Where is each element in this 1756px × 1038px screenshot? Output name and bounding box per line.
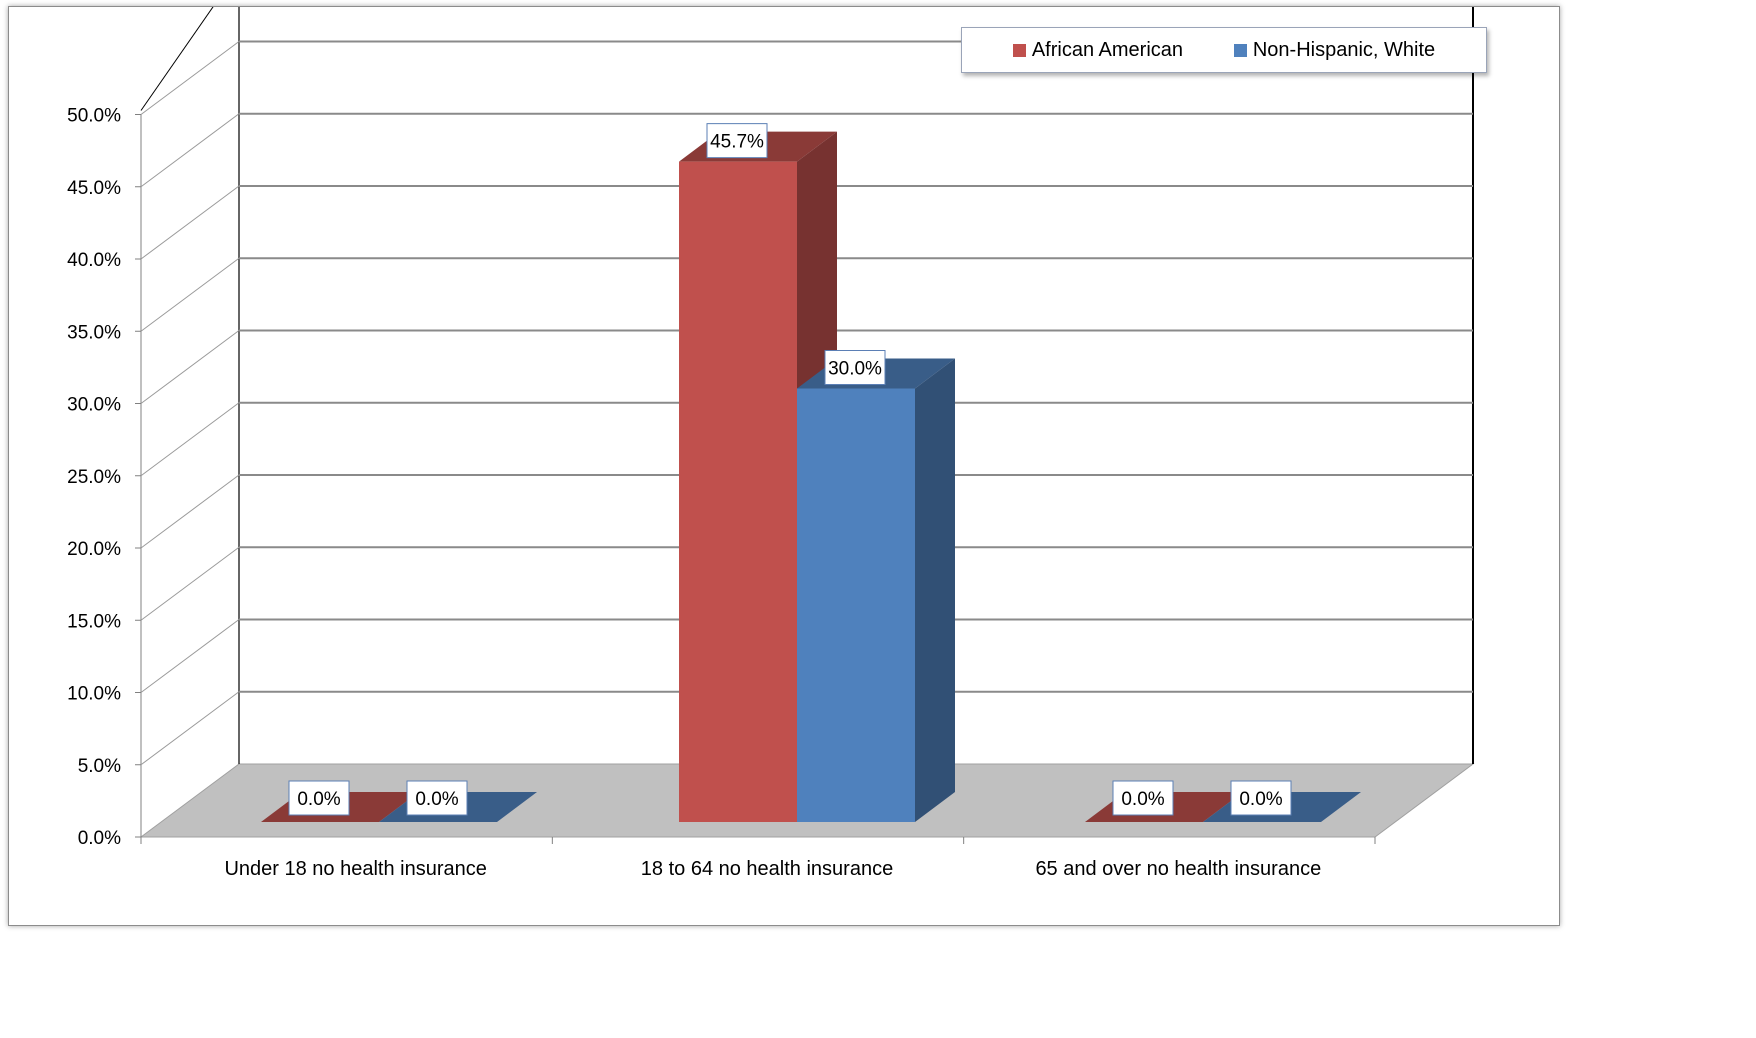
- bar: [679, 161, 797, 822]
- legend: African American Non-Hispanic, White: [961, 27, 1487, 73]
- category-labels: Under 18 no health insurance 18 to 64 no …: [140, 837, 1376, 880]
- data-label: 0.0%: [415, 789, 458, 810]
- bars: [261, 131, 1361, 822]
- category-label: Under 18 no health insurance: [224, 858, 486, 880]
- y-tick-label: 50.0%: [67, 106, 121, 127]
- gridline-diagonal: [140, 185, 240, 260]
- data-label-box: [824, 350, 886, 385]
- legend-item-0: African American: [1012, 38, 1184, 62]
- legend-label-0: African American: [1031, 38, 1184, 61]
- gridline-diagonal: [140, 113, 240, 188]
- y-tick-label: 25.0%: [67, 467, 121, 488]
- data-label: 30.0%: [828, 359, 882, 380]
- gridline-diagonal: [140, 474, 240, 549]
- category-label: 18 to 64 no health insurance: [641, 858, 893, 880]
- y-tick-label: 15.0%: [67, 611, 121, 632]
- chart-svg: 0.0% 5.0% 10.0% 15.0% 20.0% 25.0% 30.0% 35.0% 40…: [67, 7, 1475, 880]
- gridline-diagonal: [140, 257, 240, 332]
- gridline-diagonal: [140, 330, 240, 404]
- gridline-diagonal: [140, 546, 240, 621]
- category-label: 65 and over no health insurance: [1035, 858, 1321, 880]
- y-tick-label: 30.0%: [67, 395, 121, 416]
- gridline-diagonal: [140, 402, 240, 477]
- gridline-diagonal: [140, 41, 240, 115]
- gridline-diagonal: [140, 619, 240, 693]
- data-label: 0.0%: [1239, 789, 1282, 810]
- legend-item-1: Non-Hispanic, White: [1233, 38, 1436, 62]
- legend-label-1: Non-Hispanic, White: [1252, 38, 1436, 61]
- legend-swatch-0: [1012, 43, 1026, 57]
- data-label-box: [406, 780, 468, 816]
- legend-swatch-1: [1233, 43, 1247, 57]
- data-label-box: [288, 780, 350, 816]
- chart-frame: 0.0% 5.0% 10.0% 15.0% 20.0% 25.0% 30.0% 35.0% 40…: [8, 6, 1560, 926]
- y-tick-label: 45.0%: [67, 178, 121, 199]
- data-labels: 0.0% 45.7% 0.0% 0.0% 30.0% 0.0%: [288, 123, 1292, 816]
- side-wall-top-edge: [140, 7, 214, 111]
- data-label-box: [1112, 780, 1174, 816]
- y-tick-label: 5.0%: [78, 756, 121, 777]
- y-tick-label: 40.0%: [67, 250, 121, 271]
- y-tick-label: 0.0%: [78, 828, 121, 849]
- data-label: 0.0%: [1121, 789, 1164, 810]
- data-label-box: [1230, 780, 1292, 816]
- y-tick-label: 35.0%: [67, 322, 121, 343]
- y-tick-label: 10.0%: [67, 684, 121, 705]
- bar-side: [915, 358, 955, 822]
- y-tick-label: 20.0%: [67, 539, 121, 560]
- data-label: 0.0%: [297, 789, 340, 810]
- bar: [797, 388, 915, 822]
- gridline-diagonal: [140, 691, 240, 766]
- data-label: 45.7%: [710, 132, 764, 153]
- y-axis-ticks: 0.0% 5.0% 10.0% 15.0% 20.0% 25.0% 30.0% 35.0% 40…: [67, 106, 141, 849]
- data-label-box: [706, 123, 768, 159]
